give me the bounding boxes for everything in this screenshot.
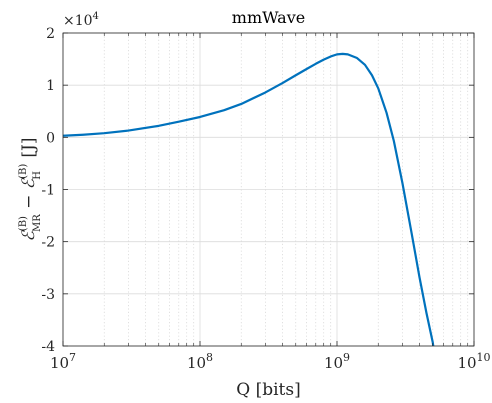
y-label-main2: ℰ [19, 177, 39, 189]
y-label-sub2: H [32, 171, 43, 180]
x-tick-label-base: 10 [324, 354, 343, 372]
y-label-unit: [J] [19, 138, 39, 163]
x-tick-label-base: 10 [187, 354, 206, 372]
y-label-minus: − [19, 189, 39, 214]
y-multiplier-exp: 4 [93, 11, 99, 22]
y-multiplier-base: ×10 [63, 13, 93, 29]
grid [62, 32, 475, 347]
y-label-sup1: (B) [18, 216, 29, 231]
y-label-sub1: MR [32, 214, 43, 232]
y-label-main: ℰ [19, 229, 39, 241]
x-axis-label: Q [bits] [236, 380, 300, 400]
x-tick-label: 108 [187, 351, 213, 372]
x-tick-label: 107 [50, 351, 76, 372]
x-tick-label: 109 [324, 351, 350, 372]
x-tick-label-exp: 10 [477, 351, 491, 364]
y-tick-label: -4 [41, 339, 55, 355]
x-tick-label-exp: 9 [343, 351, 350, 364]
y-tick-label: 2 [46, 26, 55, 42]
y-axis-label: ℰ(B) MR − ℰ(B) H [J] [18, 138, 43, 242]
x-tick-label-exp: 7 [69, 351, 76, 364]
x-tick-label: 1010 [457, 351, 490, 372]
y-label-sup2: (B) [18, 164, 29, 179]
y-tick-label: -2 [41, 235, 55, 251]
series-layer [63, 52, 435, 346]
y-multiplier-label: ×104 [63, 11, 99, 29]
chart-title: mmWave [232, 8, 305, 27]
x-tick-label-exp: 8 [206, 351, 213, 364]
y-tick-label: -3 [41, 287, 55, 303]
x-tick-label-base: 10 [457, 354, 476, 372]
series-line [63, 52, 435, 346]
tick-layer [62, 32, 475, 347]
y-tick-label: 1 [46, 78, 55, 94]
x-tick-label-base: 10 [50, 354, 69, 372]
y-tick-label: -1 [41, 183, 55, 199]
y-tick-label: 0 [46, 130, 55, 146]
